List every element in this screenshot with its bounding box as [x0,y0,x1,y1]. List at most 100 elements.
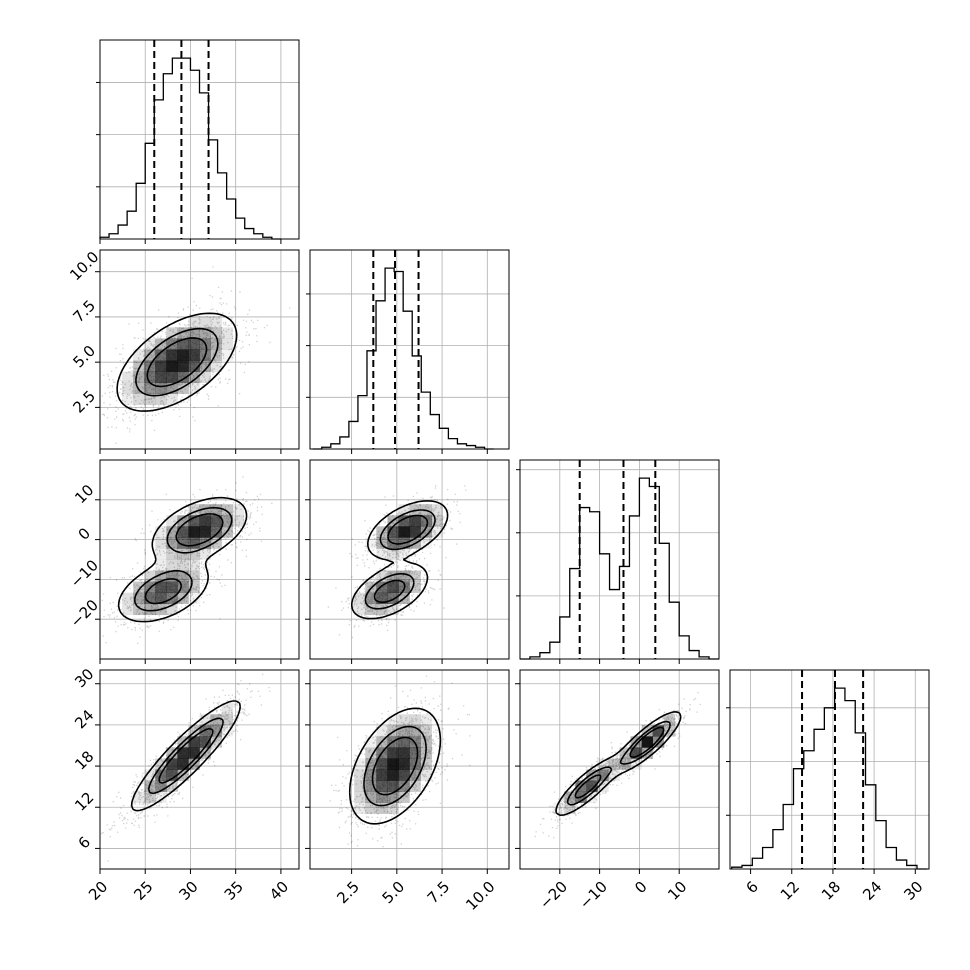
density-cell [188,316,200,328]
density-cell [365,802,377,815]
density-cell [133,581,145,593]
x-tick-label: −20 [536,878,571,913]
density-layer [101,673,271,862]
contour-level-2 [144,513,224,605]
density-cell [188,327,200,339]
density-cell [354,592,366,605]
density-cell [365,603,377,616]
density-cell [663,714,676,726]
density-cell [354,802,366,815]
density-cell [155,382,167,395]
x-tick-label: 18 [818,878,844,904]
density-cell [166,360,178,372]
density-cell [188,537,200,549]
density-cell [210,338,222,350]
density-layer [327,485,467,639]
density-cell [630,758,642,770]
y-tick-label: 2.5 [70,387,100,417]
x-tick-label: 5.0 [379,878,409,908]
density-cell [199,714,211,726]
y-tick-label: −10 [67,556,102,591]
density-cell [144,349,156,361]
histogram-frame [309,249,510,450]
density-cell [398,791,410,803]
density-cell [177,537,189,549]
density-cell [199,360,211,372]
contour-level-0 [350,500,449,620]
histogram-panel-3 [726,669,930,870]
density-cell [232,504,245,516]
y-tick-label: 12 [71,788,97,814]
y-tick-label: 10.0 [66,248,102,284]
density-cell [210,360,222,372]
density-cell [354,603,366,616]
y-tick-label: 5.0 [70,342,100,372]
contour-level-0 [555,711,682,816]
density-cell [641,736,653,748]
density-cell [199,515,211,527]
density-cell [144,360,156,372]
density-cell [177,515,189,527]
histogram-frame [99,39,300,240]
density-cell [155,780,167,792]
density-cell [188,349,200,361]
density-cell [177,371,189,383]
contour-level-2 [158,727,214,784]
density-cell [155,537,167,549]
contour-level-0 [117,496,248,623]
density-cell [221,338,233,350]
density-cell [166,349,178,361]
density-cell [144,338,156,350]
density-cell [387,780,399,792]
scatter-panel-2-0 [99,459,300,660]
scatter-panel-3-2 [519,669,720,870]
density-cell [188,747,200,759]
x-tick-label: 30 [900,878,926,904]
density-cell [122,603,134,616]
density-cell [376,548,388,560]
density-cell [376,603,388,616]
density-cell [177,360,189,372]
density-cell [398,714,410,726]
density-cell [398,548,410,560]
density-cell [210,316,222,328]
x-tick-label: 24 [859,878,885,904]
density-cell [188,360,200,372]
density-cell [188,736,200,748]
density-cell [387,769,399,781]
contour-level-2 [574,726,665,799]
density-cell [188,581,200,593]
density-cell [144,393,156,406]
density-cell [365,537,377,549]
density-cell [409,780,421,792]
contour-level-1 [135,327,219,397]
density-cell [376,791,388,803]
density-cell [133,360,145,372]
density-layer [101,476,273,644]
density-cell [155,393,167,406]
density-cell [199,736,211,748]
density-cell [387,714,399,726]
density-cell [210,526,222,538]
density-cell [431,526,443,538]
scatter-frame [309,459,510,660]
density-cell [188,548,200,560]
density-cell [365,769,377,781]
density-cell [188,371,200,383]
density-cell [188,559,200,571]
density-cell [387,581,399,593]
density-cell [398,780,410,792]
density-cell [210,504,222,516]
density-cell [144,769,156,781]
density-cell [398,747,410,759]
x-tick-label: −10 [576,878,611,913]
density-cell [652,736,665,748]
density-cell [188,592,200,605]
density-cell [199,371,211,383]
histogram-panel-1 [306,249,510,450]
scatter-panel-1-0 [99,249,300,450]
density-cell [199,504,211,516]
density-layer [329,675,471,848]
density-cell [133,349,145,361]
density-cell [144,592,156,605]
